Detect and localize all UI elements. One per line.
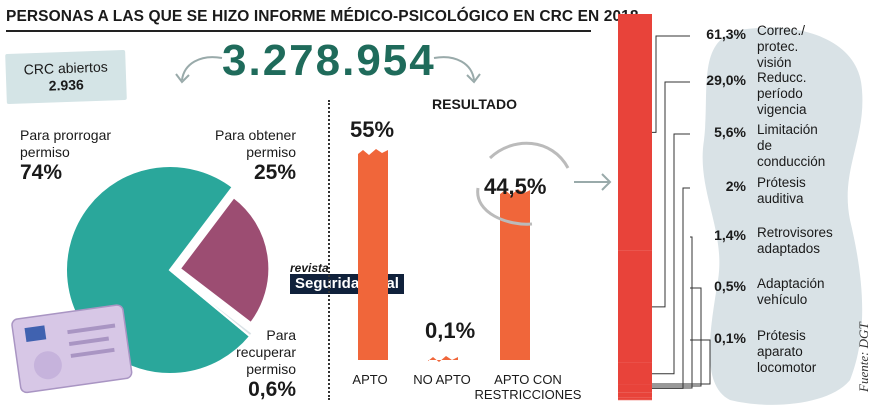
restriction-label-line: conducción [757, 154, 826, 169]
slice-label-recuperar: Para recuperar permiso 0,6% [196, 327, 296, 402]
restriction-label-line: Adaptación [757, 276, 825, 291]
slice-label-line: permiso [20, 144, 70, 160]
restriction-label-line: adaptados [757, 241, 821, 256]
leader-line-5 [652, 236, 693, 389]
restriction-label-line: protec. visión [757, 39, 799, 70]
restriction-label: Reducc. período vigencia [757, 70, 807, 118]
restriction-segment-1 [618, 14, 652, 251]
result-bar-1 [358, 149, 388, 360]
bar-label-line: RESTRICCIONES [474, 387, 582, 402]
bar-label-apto: APTO [340, 372, 400, 387]
logo-line-1: revista [290, 261, 329, 275]
bar-label-line: APTO CON [494, 372, 562, 387]
restriction-label-line: Limitación de [757, 122, 818, 153]
restriction-segment-7 [618, 399, 652, 401]
restriction-label-line: Correc./ [757, 23, 806, 38]
restriction-label-line: Prótesis [757, 175, 806, 190]
curved-arrow-left-icon [175, 56, 223, 84]
restriction-value: 2% [725, 178, 746, 194]
restriction-segment-6 [618, 397, 652, 400]
curved-arrow-right-icon [433, 56, 481, 84]
bar-value-apto: 55% [350, 117, 395, 142]
restriction-value: 1,4% [714, 227, 746, 243]
restriction-label: Adaptación vehículo [757, 276, 825, 308]
slice-label-line: Para [266, 327, 296, 343]
restriction-value: 5,6% [714, 124, 746, 140]
restriction-segment-5 [618, 392, 652, 398]
restrictions-breakdown-chart [618, 14, 863, 405]
restriction-label-line: Reducc. período [757, 70, 807, 101]
restriction-value: 61,3% [706, 26, 746, 42]
arrow-right-icon [574, 173, 612, 191]
leader-line-2 [652, 81, 690, 308]
slice-value-obtener: 25% [253, 161, 296, 184]
crc-open-card: CRC abiertos 2.936 [5, 49, 127, 105]
restriction-label-line: aparato [757, 344, 803, 359]
slice-label-line: permiso [246, 361, 296, 377]
bar-label-no-apto: NO APTO [408, 372, 476, 387]
slice-label-obtener: Para obtener permiso 25% [196, 127, 296, 185]
leader-line-6 [652, 287, 702, 387]
pie-slice-2 [178, 195, 271, 325]
restriction-label: Limitación de conducción [757, 122, 825, 170]
restriction-label-line: Prótesis [757, 328, 806, 343]
slice-value-prorrogar: 74% [20, 161, 63, 184]
restriction-label: Correc./protec. visión [757, 23, 805, 71]
slice-label-prorrogar: Para prorrogar permiso 74% [20, 127, 111, 185]
result-title: RESULTADO [432, 96, 518, 112]
slice-label-line: Para obtener [215, 127, 296, 143]
page-title: PERSONAS A LAS QUE SE HIZO INFORME MÉDIC… [6, 8, 639, 25]
leader-line-4 [652, 187, 690, 389]
leader-line-7 [652, 339, 711, 385]
restriction-label: Retrovisores adaptados [757, 225, 833, 257]
restriction-value: 0,5% [714, 278, 746, 294]
title-underline [6, 30, 591, 32]
slice-label-line: permiso [246, 144, 296, 160]
restriction-segment-2 [618, 250, 652, 363]
restriction-value: 29,0% [706, 72, 746, 88]
result-bar-3 [500, 189, 530, 360]
result-bar-chart [358, 149, 530, 362]
restriction-label-line: Retrovisores [757, 225, 833, 240]
restriction-label-line: vehículo [757, 292, 808, 307]
pie-slice-3 [169, 269, 254, 338]
slice-value-recuperar: 0,6% [248, 378, 296, 401]
slice-label-line: recuperar [236, 344, 296, 360]
bar-value-apto-restricciones: 44,5% [484, 174, 547, 199]
result-bar-2 [428, 356, 458, 362]
restriction-label: Prótesis aparato locomotor [757, 328, 816, 376]
result-circle-outline [476, 141, 570, 226]
bar-label-apto-restricciones: APTO CON RESTRICCIONES [472, 372, 584, 402]
restriction-segment-4 [618, 384, 652, 393]
section-divider [328, 100, 330, 400]
leader-line-3 [652, 133, 690, 375]
driving-license-icon [11, 304, 133, 394]
silhouette-backdrop [702, 27, 863, 405]
restriction-label: Prótesis auditiva [757, 175, 806, 207]
restriction-value: 0,1% [714, 330, 746, 346]
crc-open-value: 2.936 [48, 76, 85, 94]
bar-label-line: NO APTO [413, 372, 471, 387]
source-note: Fuente: DGT [856, 322, 871, 392]
restriction-label-line: auditiva [757, 191, 804, 206]
total-persons-value: 3.278.954 [222, 36, 436, 85]
bar-value-no-apto: 0,1% [425, 318, 476, 343]
restriction-label-line: locomotor [757, 360, 817, 375]
restriction-label-line: vigencia [757, 102, 807, 117]
bar-label-line: APTO [352, 372, 388, 387]
restriction-segment-3 [618, 362, 652, 385]
slice-label-line: Para prorrogar [20, 127, 112, 143]
leader-line-1 [652, 35, 690, 133]
